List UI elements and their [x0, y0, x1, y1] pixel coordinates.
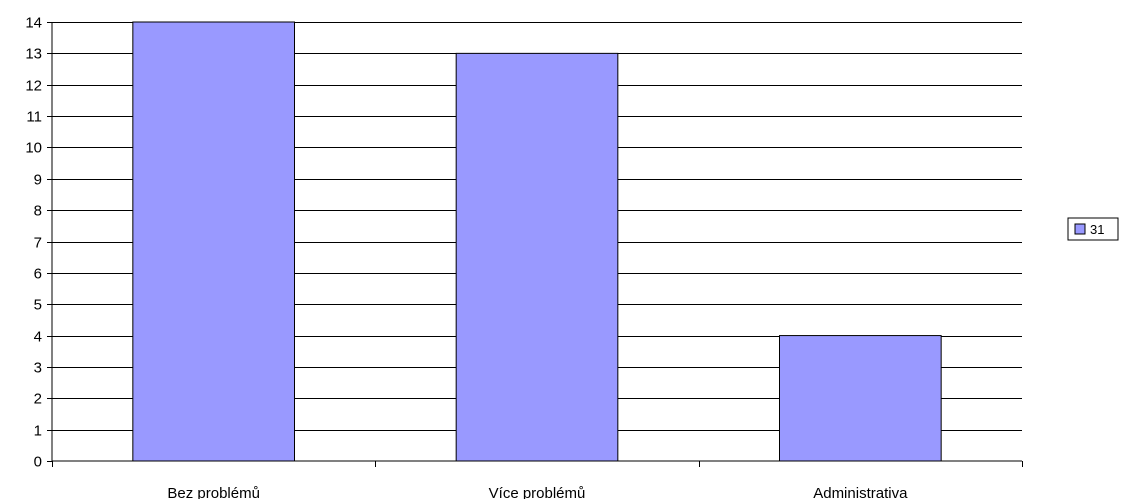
- x-category-label: Administrativa: [813, 485, 908, 499]
- x-category-label: Bez problémů: [167, 485, 260, 499]
- y-tick-label: 1: [34, 423, 42, 440]
- x-ticks: Bez problémů Více problémů Administrativa: [52, 461, 1023, 499]
- y-tick-label: 5: [34, 297, 42, 314]
- axes: [51, 22, 1022, 462]
- bars: [132, 21, 942, 462]
- y-tick-label: 9: [34, 172, 42, 189]
- y-tick-label: 7: [34, 235, 42, 252]
- y-tick-label: 8: [34, 203, 42, 220]
- y-tick-label: 6: [34, 266, 42, 283]
- bar: [779, 335, 942, 462]
- bar: [132, 21, 295, 462]
- y-tick-label: 10: [25, 140, 42, 157]
- y-tick-label: 2: [34, 391, 42, 408]
- y-tick-label: 4: [34, 329, 42, 346]
- y-tick-label: 3: [34, 360, 42, 377]
- y-tick-label: 12: [25, 78, 42, 95]
- y-tick-label: 0: [34, 454, 42, 471]
- legend-swatch: [1074, 223, 1086, 235]
- legend: 31: [1067, 217, 1119, 241]
- y-tick-label: 13: [25, 46, 42, 63]
- x-category-label: Více problémů: [489, 485, 586, 499]
- bar: [455, 52, 619, 462]
- y-tick-label: 11: [26, 109, 42, 126]
- y-tick-label: 14: [25, 15, 42, 32]
- legend-label: 31: [1090, 222, 1104, 237]
